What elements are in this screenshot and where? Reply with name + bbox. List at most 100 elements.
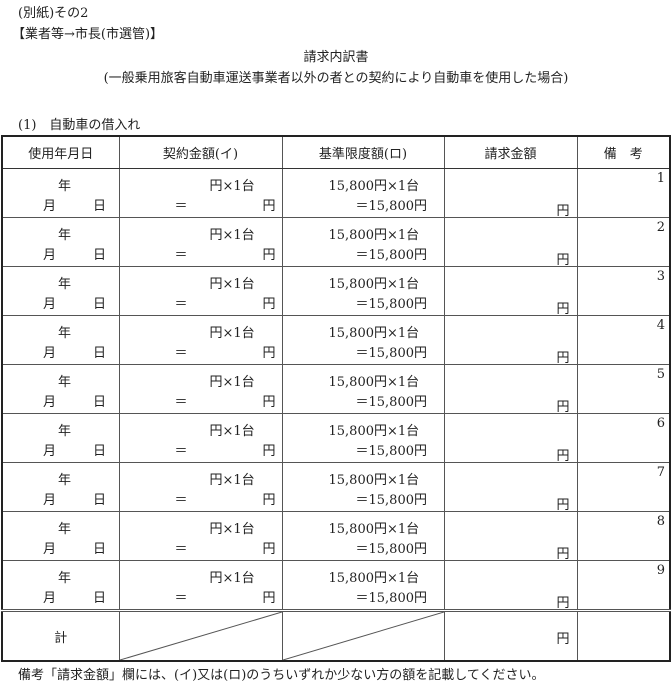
claim-amount-cell[interactable]: 円	[443, 462, 578, 513]
table-row: 年 月 日 円×1台 ＝ 円 15,800円×1台 ＝15,800円 円 6	[1, 413, 671, 464]
remarks-cell[interactable]: 3	[576, 266, 671, 316]
claim-amount-cell[interactable]: 円	[443, 560, 578, 611]
contract-amount-cell[interactable]: 円×1台 ＝ 円	[118, 560, 283, 611]
date-cell[interactable]: 年 月 日	[1, 168, 120, 218]
day-label: 日	[93, 591, 107, 606]
day-label: 日	[93, 248, 107, 263]
claim-yen: 円	[556, 596, 570, 611]
date-cell[interactable]: 年 月 日	[1, 364, 120, 414]
claim-amount-cell[interactable]: 円	[443, 217, 578, 268]
day-label: 日	[93, 297, 107, 312]
contract-amount-cell[interactable]: 円×1台 ＝ 円	[118, 511, 283, 561]
row-number: 9	[656, 563, 665, 578]
month-label: 月	[43, 591, 57, 606]
claim-amount-cell[interactable]: 円	[443, 511, 578, 562]
remarks-cell[interactable]: 9	[576, 560, 671, 611]
contract-equals: ＝	[174, 591, 188, 606]
table-row: 年 月 日 円×1台 ＝ 円 15,800円×1台 ＝15,800円 円 7	[1, 462, 671, 513]
month-label: 月	[43, 199, 57, 214]
annex-label: (別紙)その2	[18, 6, 89, 21]
month-label: 月	[43, 542, 57, 557]
limit-total: ＝15,800円	[355, 542, 428, 557]
claim-yen: 円	[556, 351, 570, 366]
day-label: 日	[93, 346, 107, 361]
limit-total: ＝15,800円	[355, 493, 428, 508]
date-cell[interactable]: 年 月 日	[1, 217, 120, 267]
date-cell[interactable]: 年 月 日	[1, 511, 120, 561]
contract-yen: 円	[262, 248, 276, 263]
contract-amount-cell[interactable]: 円×1台 ＝ 円	[118, 364, 283, 414]
month-label: 月	[43, 395, 57, 410]
contract-unit: 円×1台	[209, 277, 255, 292]
limit-amount-cell: 15,800円×1台 ＝15,800円	[281, 217, 445, 267]
limit-amount-cell: 15,800円×1台 ＝15,800円	[281, 364, 445, 414]
month-label: 月	[43, 248, 57, 263]
remarks-cell[interactable]: 2	[576, 217, 671, 267]
row-number: 3	[656, 269, 665, 284]
claim-yen: 円	[556, 498, 570, 513]
total-remarks-cell[interactable]	[576, 609, 671, 662]
claim-yen: 円	[556, 400, 570, 415]
row-number: 7	[656, 465, 665, 480]
date-cell[interactable]: 年 月 日	[1, 315, 120, 365]
contract-amount-cell[interactable]: 円×1台 ＝ 円	[118, 315, 283, 365]
limit-amount-cell: 15,800円×1台 ＝15,800円	[281, 560, 445, 611]
contract-equals: ＝	[174, 542, 188, 557]
claim-amount-cell[interactable]: 円	[443, 315, 578, 366]
year-label: 年	[58, 375, 72, 390]
remarks-cell[interactable]: 7	[576, 462, 671, 512]
table-row: 年 月 日 円×1台 ＝ 円 15,800円×1台 ＝15,800円 円 5	[1, 364, 671, 415]
remarks-cell[interactable]: 6	[576, 413, 671, 463]
contract-yen: 円	[262, 199, 276, 214]
page-subtitle: (一般乗用旅客自動車運送事業者以外の者との契約により自動車を使用した場合)	[103, 71, 569, 86]
table-row: 年 月 日 円×1台 ＝ 円 15,800円×1台 ＝15,800円 円 9	[1, 560, 671, 611]
limit-total: ＝15,800円	[355, 444, 428, 459]
contract-unit: 円×1台	[209, 522, 255, 537]
table-row: 年 月 日 円×1台 ＝ 円 15,800円×1台 ＝15,800円 円 4	[1, 315, 671, 366]
total-yen: 円	[556, 632, 570, 647]
claim-amount-cell[interactable]: 円	[443, 364, 578, 415]
limit-total: ＝15,800円	[355, 591, 428, 606]
limit-total: ＝15,800円	[355, 297, 428, 312]
contract-yen: 円	[262, 444, 276, 459]
date-cell[interactable]: 年 月 日	[1, 560, 120, 611]
claim-amount-cell[interactable]: 円	[443, 266, 578, 317]
header-contract: 契約金額(イ)	[118, 135, 283, 169]
limit-amount-cell: 15,800円×1台 ＝15,800円	[281, 413, 445, 463]
section-title: (1) 自動車の借入れ	[18, 118, 141, 133]
contract-amount-cell[interactable]: 円×1台 ＝ 円	[118, 413, 283, 463]
remarks-cell[interactable]: 1	[576, 168, 671, 218]
table-row: 年 月 日 円×1台 ＝ 円 15,800円×1台 ＝15,800円 円 3	[1, 266, 671, 317]
year-label: 年	[58, 522, 72, 537]
contract-unit: 円×1台	[209, 424, 255, 439]
contract-yen: 円	[262, 542, 276, 557]
date-cell[interactable]: 年 月 日	[1, 413, 120, 463]
total-claim-cell[interactable]: 円	[443, 609, 578, 662]
remarks-cell[interactable]: 8	[576, 511, 671, 561]
header-limit: 基準限度額(ロ)	[281, 135, 445, 169]
day-label: 日	[93, 444, 107, 459]
contract-amount-cell[interactable]: 円×1台 ＝ 円	[118, 266, 283, 316]
remarks-cell[interactable]: 4	[576, 315, 671, 365]
claim-yen: 円	[556, 449, 570, 464]
limit-unit: 15,800円×1台	[328, 473, 420, 488]
month-label: 月	[43, 493, 57, 508]
route-label: 【業者等→市長(市選管)】	[12, 27, 164, 42]
claim-yen: 円	[556, 302, 570, 317]
limit-unit: 15,800円×1台	[328, 522, 420, 537]
contract-equals: ＝	[174, 297, 188, 312]
date-cell[interactable]: 年 月 日	[1, 266, 120, 316]
day-label: 日	[93, 493, 107, 508]
contract-amount-cell[interactable]: 円×1台 ＝ 円	[118, 217, 283, 267]
contract-amount-cell[interactable]: 円×1台 ＝ 円	[118, 168, 283, 218]
remarks-cell[interactable]: 5	[576, 364, 671, 414]
limit-amount-cell: 15,800円×1台 ＝15,800円	[281, 266, 445, 316]
limit-unit: 15,800円×1台	[328, 571, 420, 586]
table-row: 年 月 日 円×1台 ＝ 円 15,800円×1台 ＝15,800円 円 2	[1, 217, 671, 268]
contract-amount-cell[interactable]: 円×1台 ＝ 円	[118, 462, 283, 512]
claim-amount-cell[interactable]: 円	[443, 413, 578, 464]
claim-amount-cell[interactable]: 円	[443, 168, 578, 219]
year-label: 年	[58, 228, 72, 243]
month-label: 月	[43, 346, 57, 361]
date-cell[interactable]: 年 月 日	[1, 462, 120, 512]
